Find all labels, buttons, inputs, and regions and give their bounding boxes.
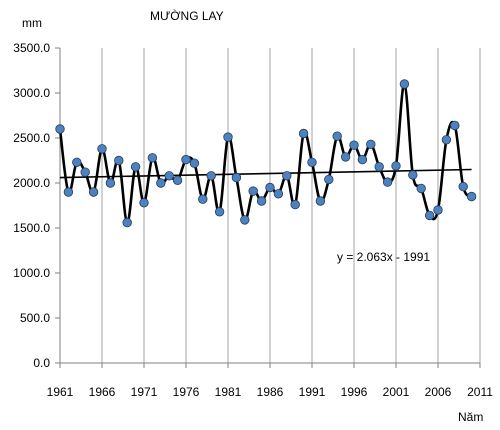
axes (55, 47, 481, 368)
y-tick-label: 3000.0 (13, 86, 50, 100)
x-tick-label: 1981 (215, 385, 242, 399)
data-point-1971 (139, 198, 149, 208)
y-tick-label: 2000.0 (13, 176, 50, 190)
data-point-1990 (298, 128, 309, 139)
data-point-1970 (130, 162, 141, 172)
data-point-2001 (391, 161, 401, 171)
data-point-2004 (416, 183, 426, 194)
data-point-1969 (122, 217, 132, 228)
data-point-1994 (332, 131, 342, 141)
data-point-1973 (156, 178, 166, 188)
data-point-1982 (231, 172, 242, 183)
data-point-1966 (97, 144, 107, 154)
data-point-1985 (256, 196, 267, 206)
data-point-1981 (223, 132, 233, 142)
chart-title: MƯỜNG LAY (150, 8, 224, 23)
data-point-2008 (450, 120, 460, 131)
x-tick-label: 1996 (341, 385, 368, 399)
data-point-1995 (340, 152, 351, 162)
y-tick-label: 3500.0 (13, 41, 50, 55)
data-point-1983 (240, 215, 250, 225)
data-point-2006 (433, 205, 443, 215)
data-point-1961 (55, 124, 65, 134)
x-tick-label: 1961 (47, 385, 74, 399)
markers-group (55, 79, 477, 228)
data-point-2003 (408, 170, 418, 180)
data-point-1989 (290, 199, 300, 210)
x-axis-label: Năm (458, 410, 483, 424)
x-tick-labels: 1961 1966 1971 1976 1981 1986 1991 1996 2001 2006… (47, 385, 494, 399)
y-axis-unit-label: mm (22, 16, 42, 30)
data-point-1963 (72, 157, 82, 168)
x-tick-label: 1976 (173, 385, 200, 399)
y-tick-label: 1500.0 (13, 221, 50, 235)
y-tick-label: 1000.0 (13, 266, 50, 280)
data-point-1972 (147, 153, 158, 163)
data-point-1984 (248, 186, 258, 196)
y-tick-label: 0.0 (33, 356, 50, 370)
data-point-1975 (172, 175, 183, 186)
data-point-1996 (349, 140, 359, 150)
x-tick-label: 2006 (425, 385, 452, 399)
y-tick-label: 500.0 (20, 311, 50, 325)
y-tick-label: 2500.0 (13, 131, 50, 145)
data-point-1967 (105, 178, 116, 188)
data-point-1997 (357, 154, 368, 165)
data-point-2009 (458, 181, 468, 192)
x-tick-label: 1966 (89, 385, 116, 399)
data-point-1998 (366, 139, 376, 150)
trendline (59, 168, 472, 179)
data-point-1964 (80, 167, 90, 177)
x-tick-label: 2011 (467, 385, 493, 399)
data-point-1976 (181, 154, 191, 165)
data-point-2007 (441, 135, 452, 145)
data-point-1988 (282, 171, 292, 181)
x-tick-label: 1991 (299, 385, 326, 399)
data-point-1979 (206, 171, 216, 181)
x-tick-label: 1971 (131, 385, 158, 399)
data-point-2005 (424, 210, 435, 221)
data-point-2010 (466, 191, 477, 202)
data-point-1968 (114, 155, 124, 166)
data-point-2000 (382, 177, 393, 187)
data-point-1974 (164, 171, 174, 181)
data-point-1986 (265, 182, 275, 193)
trendline-equation: y = 2.063x - 1991 (337, 250, 430, 264)
data-point-2002 (399, 79, 410, 89)
data-point-1987 (273, 189, 284, 199)
data-point-1991 (307, 157, 317, 168)
data-point-1977 (189, 158, 200, 168)
x-tick-label: 2001 (383, 385, 410, 399)
data-point-1962 (63, 187, 74, 197)
x-tick-label: 1986 (257, 385, 284, 399)
data-point-1978 (198, 194, 208, 204)
data-point-1965 (88, 187, 99, 197)
data-point-1999 (374, 162, 384, 172)
data-point-1992 (315, 196, 326, 206)
y-tick-labels: 0.0 500.0 1000.0 1500.0 2000.0 2500.0 3000.0 35… (13, 41, 50, 370)
data-point-1993 (324, 174, 334, 185)
data-point-1980 (214, 207, 225, 217)
trendline-group (59, 168, 472, 179)
